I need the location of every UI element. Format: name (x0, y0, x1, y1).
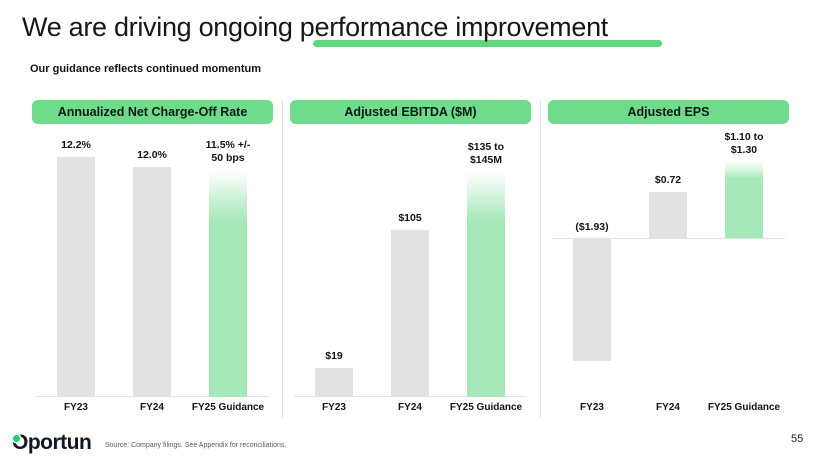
zero-axis-line (552, 238, 785, 239)
page-number: 55 (791, 433, 804, 445)
x-tick-fy24: FY24 (140, 402, 164, 413)
bar-fy24 (133, 167, 171, 397)
bar-value-label: 12.0% (137, 148, 167, 161)
bar-group-fy23: ($1.93) (547, 221, 637, 361)
bar-group-fy24: $0.72 (623, 174, 713, 238)
bar-group-fy24: 12.0% (107, 149, 197, 397)
bar-value-label: $19 (325, 349, 343, 362)
x-tick-fy23: FY23 (64, 402, 88, 413)
bar-group-fy25-guidance: $135 to $145M (441, 141, 531, 397)
bar-fy23 (315, 368, 353, 397)
bar-value-label-line2: 50 bps (211, 151, 245, 164)
logo-dot-icon (13, 435, 20, 442)
bar-value-label-line2: $1.30 (730, 143, 758, 156)
bar-group-fy23: 12.2% (31, 139, 121, 397)
page-subtitle: Our guidance reflects continued momentum (30, 63, 262, 75)
bar-fy25-guidance (725, 162, 763, 238)
bar-value-label-line2: $145M (469, 153, 503, 166)
x-tick-fy24: FY24 (656, 402, 680, 413)
x-tick-fy25-guidance: FY25 Guidance (707, 402, 781, 413)
chart-header-net-charge-off: Annualized Net Charge-Off Rate (32, 100, 273, 124)
bar-fy24 (649, 192, 687, 238)
bar-group-fy24: $105 (365, 212, 455, 397)
logo-text: Oportun (12, 431, 92, 454)
bar-group-fy25-guidance: 11.5% +/- 50 bps (183, 139, 273, 397)
bar-fy23 (57, 157, 95, 397)
bar-value-label: $1.10 to $1.30 (724, 131, 763, 157)
bar-group-fy23: $19 (289, 350, 379, 397)
chart-panel-adjusted-eps: Adjusted EPS ($1.93) $0.72 $1.10 to $1.3… (546, 98, 791, 420)
panel-divider (540, 100, 541, 418)
x-tick-fy25-guidance: FY25 Guidance (449, 402, 523, 413)
bar-fy23-negative (573, 238, 611, 361)
page-title: We are driving ongoing performance impro… (22, 12, 609, 42)
bar-value-label-line1: 11.5% +/- (205, 138, 251, 151)
bar-value-label: $105 (398, 211, 422, 224)
bar-value-label: ($1.93) (575, 220, 609, 233)
bar-fy25-guidance (209, 170, 247, 397)
oportun-logo: Oportun (12, 431, 92, 455)
x-tick-fy23: FY23 (580, 402, 604, 413)
x-tick-fy23: FY23 (322, 402, 346, 413)
x-tick-fy25-guidance: FY25 Guidance (191, 402, 265, 413)
panel-divider (282, 100, 283, 418)
x-tick-fy24: FY24 (398, 402, 422, 413)
bar-fy24 (391, 230, 429, 397)
bar-value-label-line1: $135 to (467, 140, 505, 153)
bar-value-label: $0.72 (654, 173, 682, 186)
chart-panel-adjusted-ebitda: Adjusted EBITDA ($M) $19 $105 $135 to $1… (288, 98, 533, 420)
chart-header-adjusted-eps: Adjusted EPS (548, 100, 789, 124)
bar-value-label: 12.2% (61, 138, 91, 151)
chart-header-adjusted-ebitda: Adjusted EBITDA ($M) (290, 100, 531, 124)
source-note: Source: Company filings. See Appendix fo… (105, 442, 287, 449)
bar-value-label: 11.5% +/- 50 bps (206, 139, 251, 165)
bar-value-label-line1: $1.10 to (724, 130, 764, 143)
title-highlight-underline (313, 40, 662, 47)
bar-value-label: $135 to $145M (468, 141, 504, 167)
bar-group-fy25-guidance: $1.10 to $1.30 (699, 131, 789, 238)
bar-fy25-guidance (467, 172, 505, 397)
chart-panel-net-charge-off: Annualized Net Charge-Off Rate 12.2% 12.… (30, 98, 275, 420)
